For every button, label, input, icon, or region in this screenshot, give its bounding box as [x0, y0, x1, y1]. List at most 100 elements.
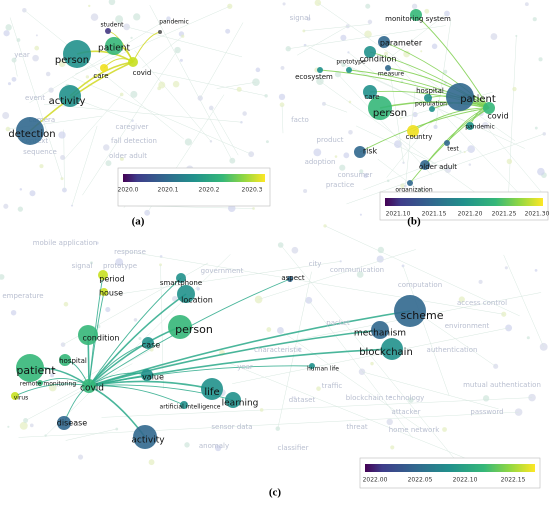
bg-dot — [459, 150, 462, 153]
node — [100, 64, 108, 72]
colorbar-tick: 2020.0 — [118, 187, 139, 194]
node — [100, 288, 108, 296]
node-label: monitoring system — [385, 15, 451, 23]
bg-edge — [232, 327, 509, 384]
faded-label: signal — [72, 262, 93, 270]
node — [180, 401, 188, 409]
bg-edge — [57, 349, 152, 401]
faded-label: emperature — [2, 292, 43, 300]
node — [176, 273, 186, 283]
node — [346, 67, 352, 73]
node — [98, 270, 108, 280]
bg-dot — [467, 145, 476, 153]
bg-dot — [105, 160, 112, 167]
bg-dot — [58, 131, 66, 139]
faded-label: threat — [346, 423, 368, 431]
node — [37, 380, 43, 386]
faded-label: dataset — [289, 396, 316, 404]
bg-edge — [101, 397, 533, 418]
bg-dot — [389, 395, 392, 399]
bg-dot — [108, 0, 116, 6]
bg-edge — [134, 50, 212, 142]
bg-edge — [288, 25, 446, 49]
bg-dot — [184, 442, 190, 448]
bg-dot — [130, 36, 133, 40]
node — [105, 28, 111, 34]
panel-caption: (c) — [269, 487, 282, 499]
bg-edge — [258, 249, 416, 300]
bg-dot — [386, 418, 393, 426]
bg-dot — [322, 101, 326, 106]
node — [354, 146, 366, 158]
bg-dot — [265, 140, 269, 144]
bg-dot — [334, 155, 338, 158]
bg-dot — [119, 156, 124, 161]
faded-label: sequence — [23, 148, 57, 156]
node-label: hospital — [416, 87, 444, 95]
bg-dot — [88, 4, 91, 8]
faded-label: attacker — [392, 408, 421, 416]
bg-dot — [35, 34, 38, 37]
bg-edge — [419, 314, 496, 367]
bg-dot — [32, 54, 39, 62]
node — [317, 67, 323, 73]
bg-dot — [60, 177, 64, 181]
node — [59, 354, 71, 366]
bg-dot — [50, 373, 55, 378]
bg-dot — [77, 454, 84, 460]
faded-label: caregiver — [116, 123, 149, 131]
bg-edge — [75, 5, 230, 75]
node-label: remote monitoring — [20, 381, 76, 388]
node-label: human life — [307, 366, 339, 373]
node-label: condition — [360, 55, 397, 64]
bg-dot — [367, 19, 373, 25]
edge — [369, 51, 490, 109]
bg-dot — [390, 445, 395, 450]
bg-dot — [359, 213, 362, 216]
bg-edge — [377, 158, 421, 192]
node — [201, 378, 223, 400]
bg-dot — [348, 100, 352, 104]
node-label: detection — [8, 129, 55, 140]
node-label: covid — [487, 112, 508, 121]
bg-dot — [115, 258, 124, 267]
node — [287, 276, 293, 282]
bg-dot — [172, 80, 180, 88]
bg-dot — [214, 444, 222, 452]
bg-dot — [130, 90, 138, 98]
bg-dot — [90, 13, 99, 21]
bg-dot — [115, 15, 124, 24]
bg-edge — [319, 81, 485, 199]
node-label: test — [447, 146, 459, 153]
bg-dot — [236, 86, 242, 92]
colorbar-tick: 2021.25 — [492, 211, 517, 218]
bg-dot — [11, 76, 17, 82]
node — [385, 65, 391, 71]
bg-dot — [19, 421, 28, 430]
bg-dot — [412, 111, 418, 118]
node — [407, 180, 413, 186]
bg-dot — [242, 111, 247, 116]
node-label: smartphone — [160, 279, 202, 287]
node — [16, 117, 44, 145]
node-label: prototype — [336, 59, 366, 66]
bg-edge — [303, 23, 371, 32]
bg-edge — [25, 363, 133, 421]
bg-dot — [339, 164, 346, 171]
faded-label: mobile application — [33, 239, 98, 247]
colorbar-tick: 2020.2 — [199, 187, 220, 194]
node — [483, 102, 495, 114]
node-label: older adult — [419, 163, 457, 171]
bg-dot — [60, 154, 66, 160]
bg-dot — [370, 361, 374, 366]
colorbar-tick: 2022.10 — [453, 477, 478, 484]
bg-edge — [400, 91, 493, 119]
faded-label: packet — [326, 319, 350, 327]
bg-edge — [324, 225, 520, 317]
bg-dot — [306, 17, 311, 21]
edge — [387, 67, 490, 109]
node-label: virus — [14, 395, 29, 402]
node — [446, 83, 474, 111]
node-label: country — [406, 133, 433, 141]
faded-label: practice — [326, 181, 354, 189]
